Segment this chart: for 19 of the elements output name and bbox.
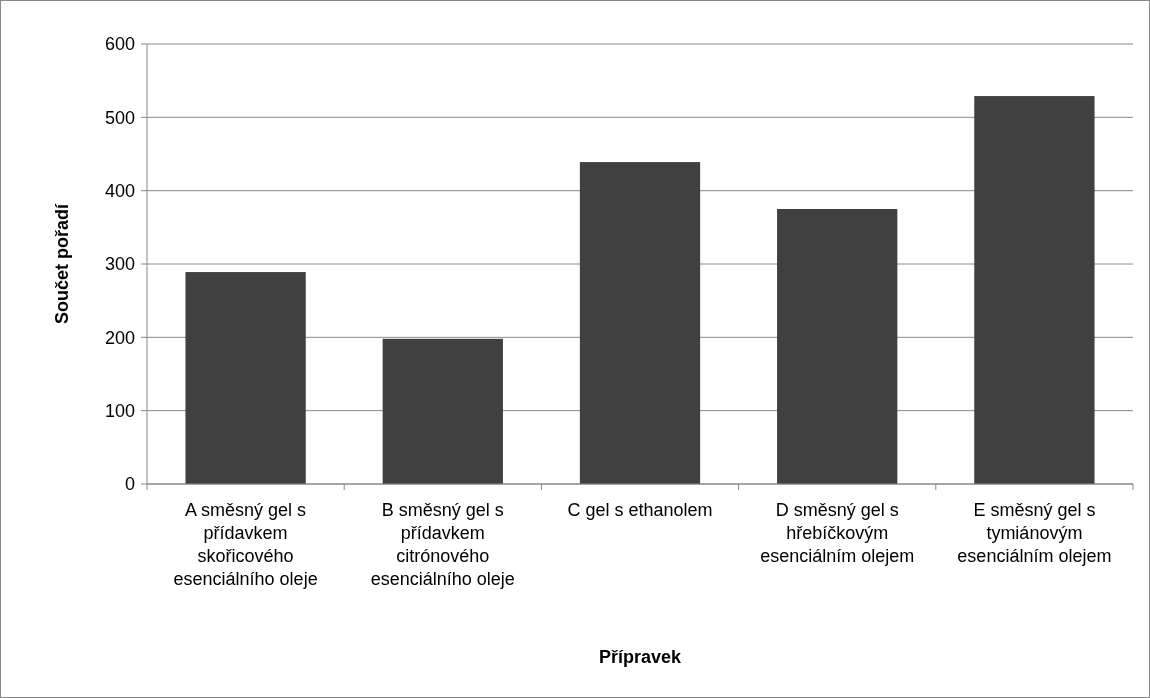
- x-tick-label: D směsný gel s hřebíčkovým esenciálním olejem: [760, 500, 915, 566]
- bar: [382, 338, 503, 484]
- y-tick-label: 200: [104, 327, 135, 348]
- x-tick-label: A směsný gel s přídavkem skořicového esenciálního oleje: [173, 500, 318, 589]
- x-axis-title: Přípravek: [598, 647, 683, 667]
- y-tick-label: 100: [104, 400, 135, 421]
- y-tick-label: 300: [104, 254, 135, 275]
- bar: [579, 162, 701, 484]
- y-tick-label: 600: [104, 34, 135, 55]
- x-tick-label: B směsný gel s přídavkem citrónového esenciálního oleje: [370, 500, 515, 589]
- bar: [974, 96, 1095, 484]
- y-tick-label: 0: [124, 474, 135, 495]
- y-tick-label: 400: [104, 180, 135, 201]
- y-tick-label: 500: [104, 107, 135, 128]
- bar: [777, 209, 898, 484]
- y-axis-title: Součet pořadí: [52, 202, 72, 325]
- x-tick-label: E směsný gel s tymiánovým esenciálním olejem: [957, 500, 1112, 566]
- bar: [185, 272, 306, 484]
- x-tick-label: C gel s ethanolem: [567, 500, 713, 520]
